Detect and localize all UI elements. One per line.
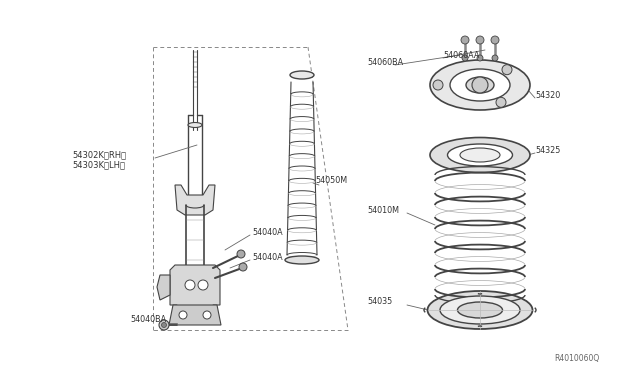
Text: 54010M: 54010M: [367, 205, 399, 215]
Text: 54060BA: 54060BA: [367, 58, 403, 67]
Text: R4010060Q: R4010060Q: [555, 353, 600, 362]
Polygon shape: [170, 265, 220, 310]
Text: 54060AA: 54060AA: [443, 51, 479, 60]
Text: 54040A: 54040A: [252, 228, 283, 237]
Ellipse shape: [466, 77, 494, 93]
Circle shape: [433, 80, 443, 90]
Text: 54040BA: 54040BA: [130, 315, 166, 324]
Ellipse shape: [290, 71, 314, 79]
Ellipse shape: [430, 138, 530, 173]
Circle shape: [491, 36, 499, 44]
Circle shape: [462, 55, 468, 61]
Text: 54302K〈RH〉: 54302K〈RH〉: [72, 151, 126, 160]
Circle shape: [237, 250, 245, 258]
Circle shape: [203, 311, 211, 319]
Text: 54320: 54320: [535, 90, 560, 99]
Polygon shape: [169, 305, 221, 325]
Ellipse shape: [188, 122, 202, 128]
Text: 54035: 54035: [367, 298, 392, 307]
Circle shape: [476, 36, 484, 44]
Text: 54050M: 54050M: [315, 176, 347, 185]
Circle shape: [472, 77, 488, 93]
Ellipse shape: [458, 302, 502, 318]
Circle shape: [477, 55, 483, 61]
Circle shape: [502, 65, 512, 75]
Ellipse shape: [450, 69, 510, 101]
Ellipse shape: [285, 256, 319, 264]
Circle shape: [179, 311, 187, 319]
Circle shape: [161, 323, 166, 327]
Circle shape: [159, 320, 169, 330]
Circle shape: [239, 263, 247, 271]
Polygon shape: [175, 185, 215, 215]
Circle shape: [198, 280, 208, 290]
Polygon shape: [157, 275, 170, 300]
Text: 54325: 54325: [535, 145, 561, 154]
Text: 54303K〈LH〉: 54303K〈LH〉: [72, 160, 125, 170]
Ellipse shape: [428, 291, 532, 329]
Ellipse shape: [430, 60, 530, 110]
Ellipse shape: [440, 296, 520, 324]
Ellipse shape: [460, 148, 500, 162]
Text: 54040A: 54040A: [252, 253, 283, 263]
Circle shape: [461, 36, 469, 44]
Circle shape: [496, 97, 506, 107]
Circle shape: [185, 280, 195, 290]
Ellipse shape: [447, 144, 513, 166]
Circle shape: [492, 55, 498, 61]
